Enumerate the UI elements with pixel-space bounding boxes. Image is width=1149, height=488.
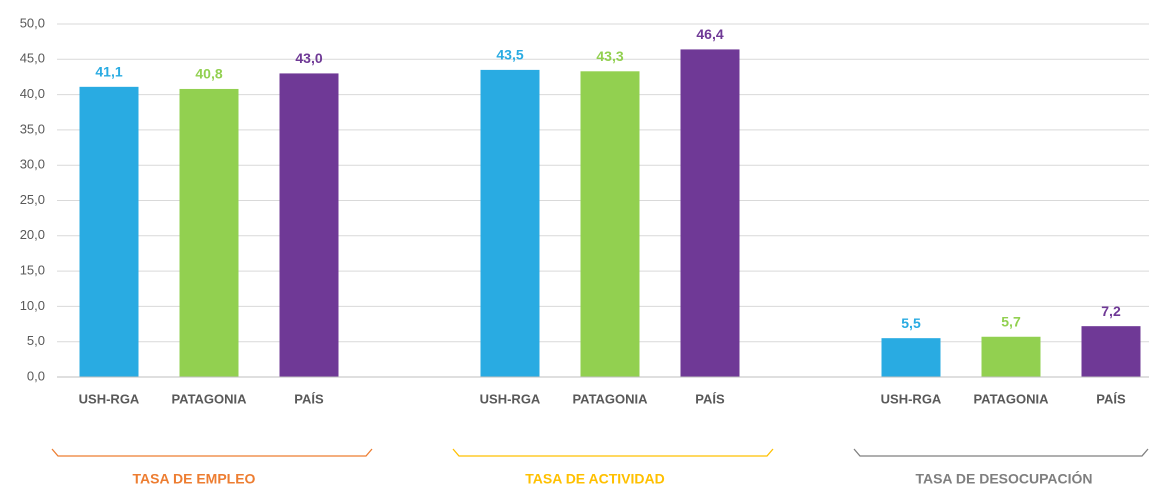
bar — [79, 86, 139, 378]
bar — [981, 336, 1041, 377]
value-label: 41,1 — [95, 64, 122, 80]
x-tick-label: PATAGONIA — [572, 391, 648, 406]
x-tick-label: USH-RGA — [881, 391, 942, 406]
y-tick-label: 0,0 — [27, 368, 45, 383]
bar — [1081, 326, 1141, 377]
value-label: 5,7 — [1001, 313, 1021, 329]
y-tick-label: 35,0 — [20, 121, 45, 136]
y-tick-label: 20,0 — [20, 227, 45, 242]
y-tick-label: 25,0 — [20, 192, 45, 207]
value-label: 43,3 — [596, 48, 623, 64]
bar — [279, 73, 339, 378]
x-tick-label: PAÍS — [294, 391, 324, 406]
bracket — [452, 448, 774, 457]
bar — [480, 69, 540, 377]
group-label: TASA DE ACTIVIDAD — [525, 471, 664, 487]
x-tick-label: PATAGONIA — [171, 391, 247, 406]
value-label: 43,0 — [295, 50, 322, 66]
bracket — [853, 448, 1149, 457]
x-tick-label: PATAGONIA — [973, 391, 1049, 406]
y-tick-label: 40,0 — [20, 86, 45, 101]
value-label: 43,5 — [496, 47, 523, 63]
group-label: TASA DE DESOCUPACIÓN — [915, 470, 1092, 487]
value-label: 5,5 — [901, 315, 921, 331]
bar — [881, 338, 941, 377]
x-tick-label: USH-RGA — [480, 391, 541, 406]
x-tick-label: PAÍS — [695, 391, 725, 406]
value-label: 40,8 — [195, 66, 222, 82]
x-tick-label: PAÍS — [1096, 391, 1126, 406]
x-tick-label: USH-RGA — [79, 391, 140, 406]
y-tick-label: 45,0 — [20, 51, 45, 66]
y-tick-label: 10,0 — [20, 298, 45, 313]
y-tick-label: 50,0 — [20, 15, 45, 30]
bar — [680, 49, 740, 377]
value-label: 7,2 — [1101, 303, 1121, 319]
value-label: 46,4 — [696, 26, 723, 42]
bar — [580, 71, 640, 377]
bracket — [51, 448, 373, 457]
y-tick-label: 5,0 — [27, 333, 45, 348]
bar — [179, 88, 239, 378]
y-tick-label: 15,0 — [20, 263, 45, 278]
group-label: TASA DE EMPLEO — [133, 471, 256, 487]
y-tick-label: 30,0 — [20, 157, 45, 172]
